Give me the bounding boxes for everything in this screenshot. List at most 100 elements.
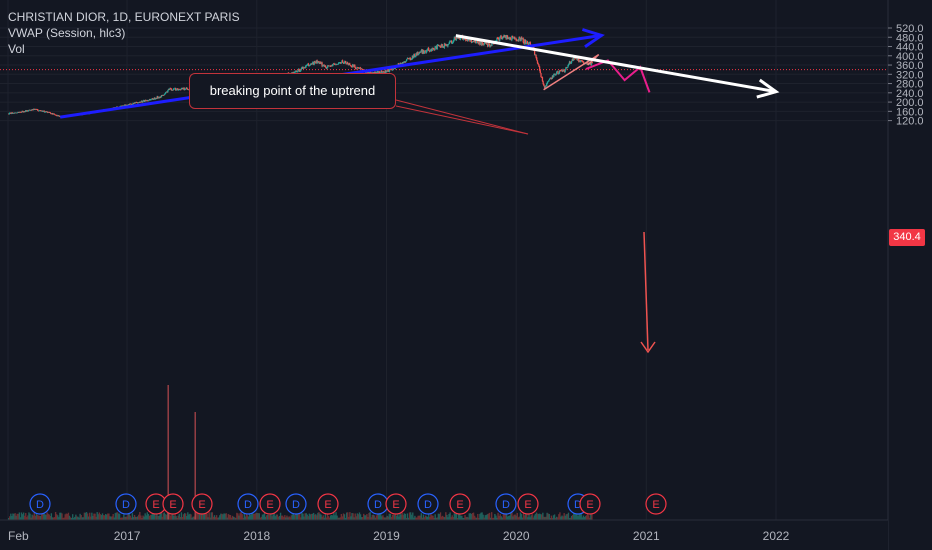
volume-bar	[347, 512, 349, 520]
volume-bar	[162, 513, 164, 520]
dividend-event-marker[interactable]	[237, 493, 259, 515]
time-axis-label: Feb	[8, 529, 29, 543]
volume-bar	[345, 512, 348, 520]
volume-bar	[427, 516, 429, 520]
dividend-event-marker[interactable]	[417, 493, 439, 515]
candle-body	[526, 41, 529, 44]
candle-body	[300, 67, 303, 70]
earnings-event-marker[interactable]	[385, 493, 407, 515]
volume-bar	[192, 516, 194, 520]
volume-bar	[390, 516, 393, 520]
earnings-event-marker[interactable]	[259, 493, 281, 515]
volume-bar	[267, 514, 269, 520]
candle-body	[304, 67, 306, 69]
volume-bar	[416, 517, 418, 520]
candle-body	[315, 60, 318, 63]
volume-bar	[581, 517, 584, 520]
earnings-event-marker[interactable]	[645, 493, 667, 515]
candle-body	[488, 43, 490, 45]
volume-bar	[207, 517, 209, 520]
volume-bar	[289, 517, 291, 520]
candle-body	[528, 42, 530, 45]
candle-body	[309, 64, 311, 66]
candle-body	[359, 67, 361, 69]
volume-bar	[498, 515, 500, 520]
candle-body	[307, 63, 309, 65]
event-marker-label: E	[524, 499, 531, 511]
candle-body	[529, 42, 532, 45]
candle-body	[545, 85, 547, 87]
volume-bar	[30, 517, 32, 520]
volume-bar	[423, 517, 426, 520]
candle-body	[139, 101, 141, 103]
candle-body	[350, 65, 352, 67]
breaking-point-callout[interactable]: breaking point of the uptrend	[189, 73, 396, 109]
candle-body	[408, 58, 410, 60]
volume-bar	[160, 512, 162, 520]
candle-body	[509, 37, 512, 40]
candle-body	[41, 110, 43, 112]
earnings-event-marker[interactable]	[162, 493, 184, 515]
volume-bar	[271, 516, 273, 520]
volume-bar	[580, 513, 582, 520]
candle-body	[334, 64, 336, 65]
volume-bar	[511, 512, 513, 520]
volume-bar	[358, 512, 361, 520]
candle-body	[529, 42, 531, 44]
volume-bar	[17, 513, 19, 520]
earnings-event-marker[interactable]	[191, 493, 213, 515]
volume-bar	[161, 516, 163, 520]
candle-body	[44, 112, 46, 113]
dividend-event-marker[interactable]	[285, 493, 307, 515]
dividend-event-marker[interactable]	[495, 493, 517, 515]
vwap-indicator-label[interactable]: VWAP (Session, hlc3)	[8, 26, 126, 40]
volume-bar	[437, 513, 440, 520]
volume-bar	[562, 516, 564, 520]
volume-bar	[359, 514, 362, 520]
volume-bar	[200, 512, 203, 520]
candle-body	[377, 71, 379, 75]
volume-bar	[591, 512, 593, 520]
earnings-event-marker[interactable]	[317, 493, 339, 515]
volume-indicator-label[interactable]: Vol	[8, 42, 25, 56]
candle-body	[30, 109, 32, 111]
volume-bar	[336, 515, 338, 520]
candle-body	[534, 54, 536, 56]
candle-body	[129, 103, 131, 105]
volume-bar	[255, 512, 257, 520]
earnings-event-marker[interactable]	[517, 493, 539, 515]
candle-body	[347, 63, 350, 66]
dividend-event-marker[interactable]	[115, 493, 137, 515]
candle-body	[526, 41, 528, 44]
current-price-tag: 340.4	[889, 229, 925, 246]
earnings-event-marker[interactable]	[579, 493, 601, 515]
earnings-event-marker[interactable]	[449, 493, 471, 515]
candle-body	[20, 111, 22, 113]
candle-body	[429, 51, 431, 52]
candle-body	[513, 36, 515, 38]
volume-bar	[406, 513, 409, 520]
volume-bar	[89, 512, 91, 520]
candle-body	[147, 100, 149, 102]
volume-bar	[139, 512, 141, 520]
candle-body	[323, 65, 325, 67]
candle-body	[510, 39, 512, 41]
volume-bar	[35, 514, 38, 520]
volume-bar	[341, 516, 344, 520]
volume-bar	[238, 515, 240, 520]
volume-bar	[482, 514, 484, 520]
candle-body	[136, 102, 138, 104]
volume-bar	[441, 515, 444, 520]
dividend-event-marker[interactable]	[29, 493, 51, 515]
candle-body	[158, 97, 160, 99]
volume-bar	[165, 514, 168, 520]
volume-bar	[456, 517, 459, 520]
volume-bar	[98, 512, 101, 520]
candle-body	[425, 50, 428, 53]
volume-bar	[462, 517, 464, 520]
candle-body	[565, 67, 567, 70]
volume-bar	[387, 516, 389, 520]
volume-bar	[280, 515, 283, 520]
volume-bar	[552, 515, 555, 520]
